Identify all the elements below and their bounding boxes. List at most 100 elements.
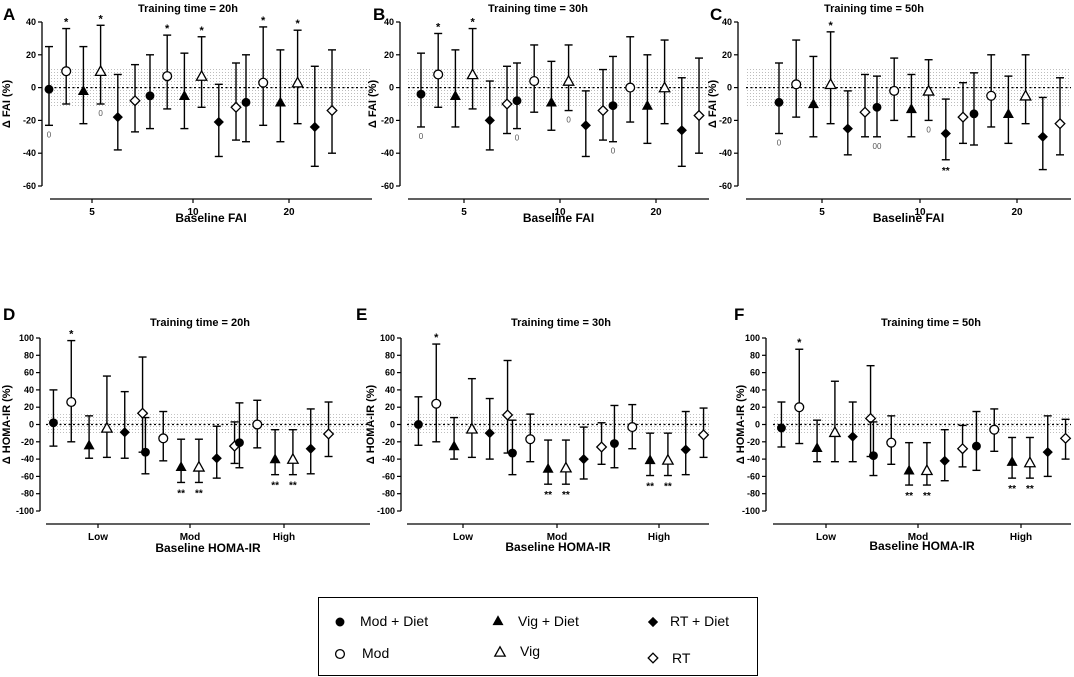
data-point (580, 120, 591, 131)
y-axis-label: Δ FAI (%) (367, 80, 379, 129)
y-tick-label: -20 (21, 437, 34, 447)
data-point (807, 98, 819, 109)
data-point (842, 123, 853, 134)
y-tick-label: -20 (23, 115, 36, 125)
y-tick-label: 40 (385, 385, 395, 395)
significance-mark: * (434, 332, 439, 344)
panel-label: C (710, 5, 722, 24)
data-point (562, 74, 575, 86)
data-point (641, 99, 653, 110)
legend-label: RT + Diet (670, 613, 729, 629)
data-point (77, 85, 89, 96)
data-point (241, 97, 251, 107)
legend-label: Vig (520, 643, 540, 659)
y-tick-label: -20 (747, 437, 760, 447)
data-point (48, 418, 58, 428)
significance-mark: * (470, 17, 475, 29)
significance-mark-below: ** (195, 488, 203, 499)
data-point (326, 104, 338, 117)
y-tick-label: -20 (382, 437, 395, 447)
y-tick-label: -20 (719, 115, 732, 125)
x-axis-label: Baseline FAI (175, 211, 246, 225)
data-point (230, 101, 242, 113)
data-point (512, 96, 522, 106)
data-point (44, 84, 54, 94)
data-point (322, 428, 335, 440)
x-axis-label: Baseline HOMA-IR (155, 541, 261, 555)
data-point (627, 422, 638, 433)
data-point (971, 441, 981, 451)
data-point (697, 429, 710, 441)
panel-label: B (373, 5, 385, 24)
data-point (1006, 455, 1018, 466)
data-point (956, 443, 969, 455)
data-point (864, 412, 877, 425)
legend-label: RT (672, 650, 691, 666)
y-tick-label: 40 (750, 385, 760, 395)
data-point (1037, 131, 1048, 142)
y-tick-label: -60 (21, 471, 34, 481)
y-tick-label: 40 (26, 17, 36, 27)
significance-mark: * (69, 329, 74, 341)
significance-mark: * (165, 23, 170, 35)
data-point (433, 69, 444, 80)
panel-b: B Training time = 30h Δ FAI (%) Baseline FA… (367, 3, 709, 225)
data-point (501, 98, 513, 110)
legend-item: RT (647, 650, 691, 666)
y-tick-label: 60 (385, 368, 395, 378)
data-point (776, 423, 786, 433)
data-point (794, 402, 805, 413)
chart-title: Training time = 30h (488, 3, 588, 15)
x-tick-label: High (1010, 532, 1032, 543)
significance-mark: * (828, 20, 833, 32)
chart-title: Training time = 50h (824, 3, 924, 15)
data-point (811, 442, 823, 453)
data-point (609, 439, 619, 448)
y-tick-label: -40 (747, 454, 760, 464)
data-point (578, 453, 589, 465)
data-point (1042, 447, 1053, 458)
y-tick-label: -100 (16, 506, 34, 516)
y-tick-label: -60 (381, 181, 394, 191)
y-tick-label: 0 (389, 83, 394, 93)
data-point (269, 453, 281, 464)
data-point (969, 109, 979, 119)
group-note: 0 (47, 130, 52, 139)
data-point (661, 453, 675, 465)
panel-label: D (3, 305, 15, 324)
data-point (158, 433, 169, 444)
y-tick-label: 0 (755, 420, 760, 430)
x-axis-label: Baseline HOMA-IR (869, 539, 975, 553)
y-tick-label: 100 (745, 333, 760, 343)
y-tick-label: -60 (23, 181, 36, 191)
y-tick-label: 20 (750, 402, 760, 412)
data-point (824, 77, 837, 90)
y-tick-label: -40 (23, 148, 36, 158)
y-tick-label: 0 (29, 420, 34, 430)
data-point (939, 455, 950, 466)
data-point (192, 460, 206, 472)
significance-mark-below: ** (923, 491, 931, 502)
data-point (872, 102, 882, 112)
data-point (83, 439, 95, 450)
y-tick-label: 100 (380, 333, 395, 343)
y-axis-label: Δ HOMA-IR (%) (735, 384, 747, 464)
data-point (597, 104, 609, 117)
legend (318, 597, 758, 676)
panel-label: A (3, 5, 15, 24)
data-point (66, 396, 77, 408)
significance-mark-below: ** (646, 482, 654, 493)
y-axis-label: Δ HOMA-IR (%) (1, 384, 13, 464)
y-tick-label: 80 (24, 350, 34, 360)
legend-marker (334, 648, 346, 660)
x-tick-label: High (648, 532, 670, 543)
data-point (940, 128, 951, 139)
x-tick-label: Mod (180, 532, 201, 543)
legend-label: Vig + Diet (518, 613, 579, 629)
significance-mark-below: ** (177, 488, 185, 499)
data-point (175, 461, 187, 472)
data-point (112, 112, 123, 123)
data-point (1054, 117, 1066, 130)
y-tick-label: 0 (390, 420, 395, 430)
data-point (889, 85, 900, 96)
